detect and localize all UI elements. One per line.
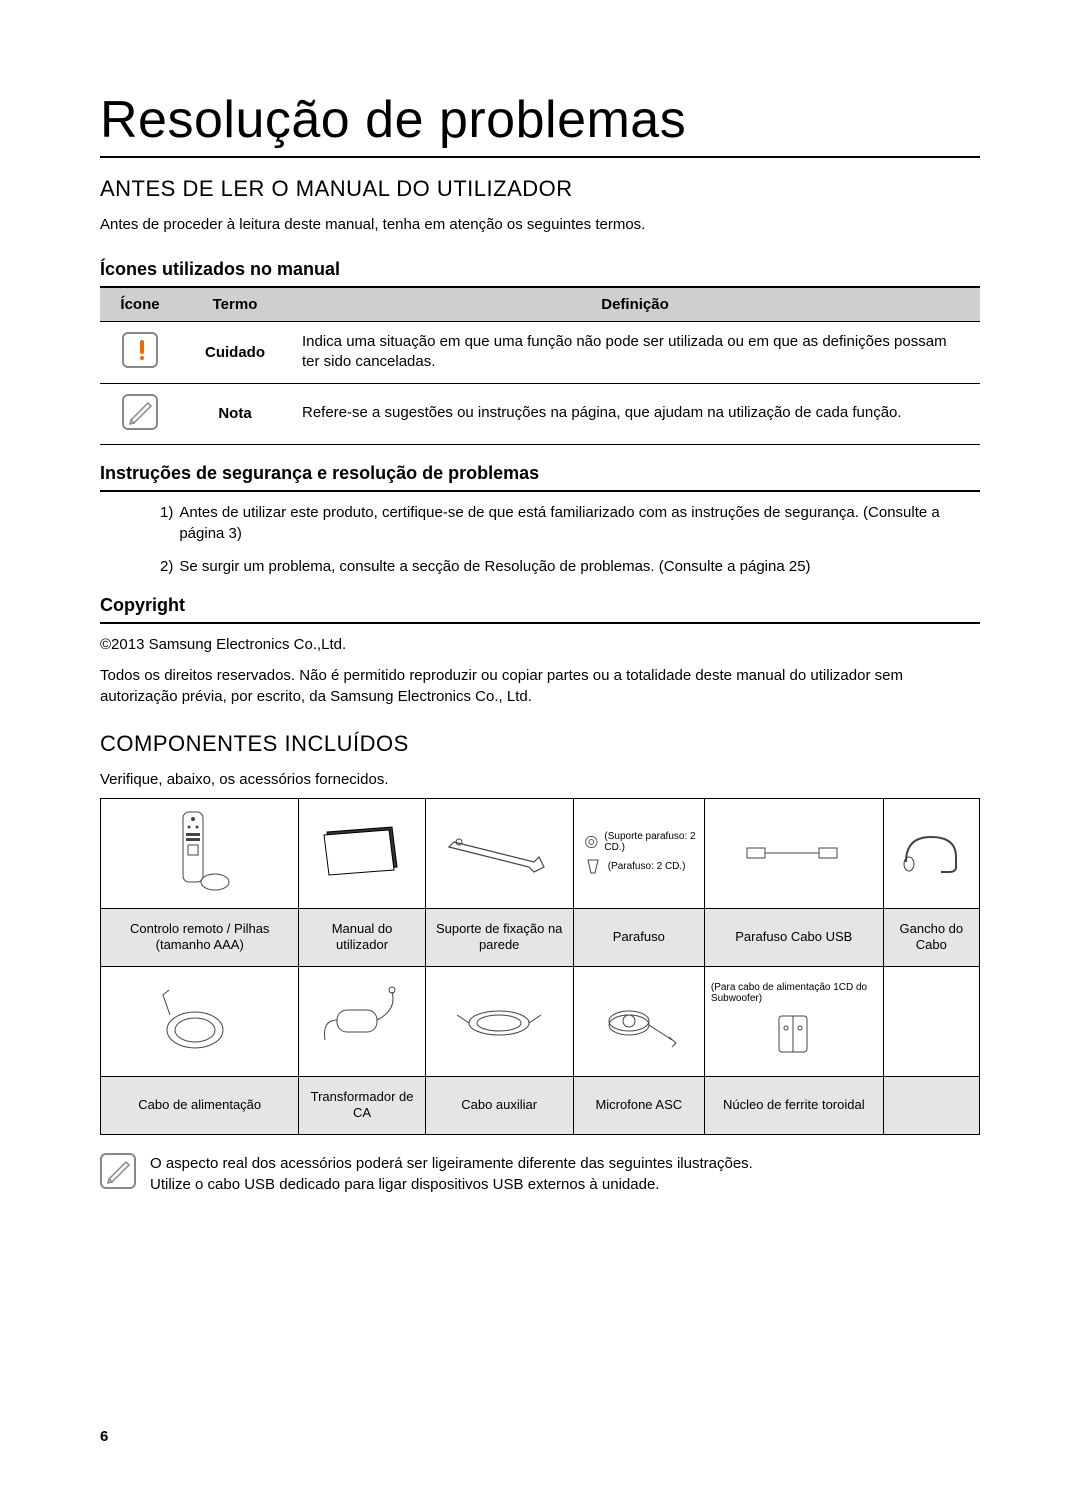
comp-img-aux [425, 966, 573, 1076]
section2-heading: COMPONENTES INCLUÍDOS [100, 731, 980, 757]
instructions-subheading: Instruções de segurança e resolução de p… [100, 463, 980, 492]
comp-label [883, 1076, 979, 1134]
section1-heading: ANTES DE LER O MANUAL DO UTILIZADOR [100, 176, 980, 202]
comp-label: Cabo de alimentação [101, 1076, 299, 1134]
icon-cell-caution [100, 322, 180, 384]
comp-label: Cabo auxiliar [425, 1076, 573, 1134]
copyright-line1: ©2013 Samsung Electronics Co.,Ltd. [100, 634, 980, 655]
comp-img-power [101, 966, 299, 1076]
comp-img-mic [573, 966, 704, 1076]
table-row: (Para cabo de alimentação 1CD do Subwoof… [101, 966, 980, 1076]
list-text: Antes de utilizar este produto, certifiq… [173, 502, 980, 544]
icons-subheading: Ícones utilizados no manual [100, 259, 980, 288]
page-number: 6 [100, 1428, 108, 1445]
ferrite-label: (Para cabo de alimentação 1CD do Subwoof… [711, 982, 877, 1004]
components-table: (Suporte parafuso: 2 CD.) (Parafuso: 2 C… [100, 798, 980, 1135]
comp-label: Transformador de CA [299, 1076, 425, 1134]
table-row: (Suporte parafuso: 2 CD.) (Parafuso: 2 C… [101, 798, 980, 908]
note-icon [122, 394, 158, 430]
comp-label: Controlo remoto / Pilhas (tamanho AAA) [101, 908, 299, 966]
manual-page: Resolução de problemas ANTES DE LER O MA… [0, 0, 1080, 1485]
screw-label-a: (Suporte parafuso: 2 CD.) [604, 831, 698, 853]
note-icon [100, 1153, 136, 1189]
comp-img-remote [101, 798, 299, 908]
comp-empty [883, 966, 979, 1076]
comp-label: Parafuso [573, 908, 704, 966]
list-text: Se surgir um problema, consulte a secção… [173, 556, 980, 577]
table-row: Cabo de alimentação Transformador de CA … [101, 1076, 980, 1134]
screw-label-b: (Parafuso: 2 CD.) [608, 861, 686, 872]
instructions-list: 1) Antes de utilizar este produto, certi… [100, 502, 980, 577]
comp-img-hook [883, 798, 979, 908]
comp-img-manual [299, 798, 425, 908]
comp-img-adapter [299, 966, 425, 1076]
comp-img-ferrite: (Para cabo de alimentação 1CD do Subwoof… [704, 966, 883, 1076]
list-item: 1) Antes de utilizar este produto, certi… [100, 502, 980, 544]
table-row: Controlo remoto / Pilhas (tamanho AAA) M… [101, 908, 980, 966]
section-components: COMPONENTES INCLUÍDOS Verifique, abaixo,… [100, 731, 980, 1197]
section2-intro: Verifique, abaixo, os acessórios forneci… [100, 771, 980, 788]
table-row: Nota Refere-se a sugestões ou instruções… [100, 383, 980, 444]
icons-table: Ícone Termo Definição Cuidado Indica uma… [100, 288, 980, 445]
table-row: Cuidado Indica uma situação em que uma f… [100, 322, 980, 384]
comp-label: Manual do utilizador [299, 908, 425, 966]
comp-label: Microfone ASC [573, 1076, 704, 1134]
section1-intro: Antes de proceder à leitura deste manual… [100, 216, 980, 233]
list-item: 2) Se surgir um problema, consulte a sec… [100, 556, 980, 577]
icons-th-2: Definição [290, 288, 980, 322]
icons-th-1: Termo [180, 288, 290, 322]
footnote-line2: Utilize o cabo USB dedicado para ligar d… [150, 1174, 753, 1196]
section-before-reading: ANTES DE LER O MANUAL DO UTILIZADOR Ante… [100, 176, 980, 707]
list-number: 1) [100, 502, 173, 544]
comp-img-screw: (Suporte parafuso: 2 CD.) (Parafuso: 2 C… [573, 798, 704, 908]
main-title: Resolução de problemas [100, 90, 980, 158]
copyright-block: ©2013 Samsung Electronics Co.,Ltd. Todos… [100, 634, 980, 707]
comp-label: Parafuso Cabo USB [704, 908, 883, 966]
caution-icon [122, 332, 158, 368]
icon-cell-note [100, 383, 180, 444]
def-cell: Refere-se a sugestões ou instruções na p… [290, 383, 980, 444]
def-cell: Indica uma situação em que uma função nã… [290, 322, 980, 384]
footnote-line1: O aspecto real dos acessórios poderá ser… [150, 1153, 753, 1175]
icons-th-0: Ícone [100, 288, 180, 322]
list-number: 2) [100, 556, 173, 577]
footnote-text: O aspecto real dos acessórios poderá ser… [150, 1153, 753, 1197]
comp-img-usb [704, 798, 883, 908]
copyright-line2: Todos os direitos reservados. Não é perm… [100, 665, 980, 707]
footnote-block: O aspecto real dos acessórios poderá ser… [100, 1153, 980, 1197]
comp-label: Núcleo de ferrite toroidal [704, 1076, 883, 1134]
term-cell: Cuidado [180, 322, 290, 384]
term-cell: Nota [180, 383, 290, 444]
comp-img-wallmount [425, 798, 573, 908]
copyright-subheading: Copyright [100, 595, 980, 624]
comp-label: Gancho do Cabo [883, 908, 979, 966]
comp-label: Suporte de fixação na parede [425, 908, 573, 966]
